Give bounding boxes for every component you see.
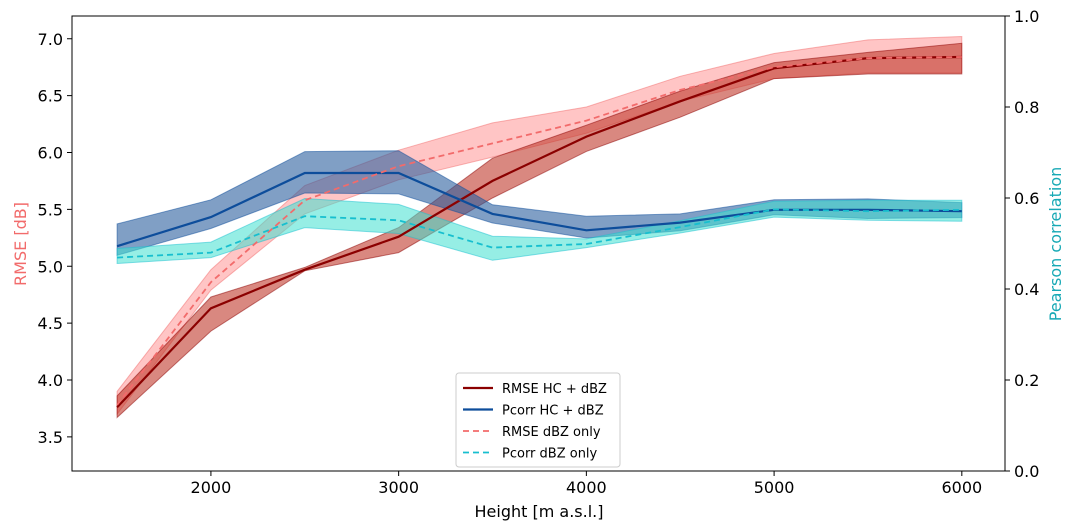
left-y-tick-label: 5.0 bbox=[38, 257, 63, 276]
right-y-tick-label: 0.8 bbox=[1014, 98, 1039, 117]
x-axis-label: Height [m a.s.l.] bbox=[475, 502, 604, 521]
right-y-axis-ticks: 0.0 0.2 0.4 0.6 0.8 1.0 bbox=[1005, 7, 1039, 481]
x-tick-label: 5000 bbox=[754, 478, 795, 497]
series-line-3 bbox=[117, 208, 962, 259]
left-y-tick-label: 4.0 bbox=[38, 371, 63, 390]
left-y-tick-label: 5.5 bbox=[38, 200, 63, 219]
left-y-tick-label: 3.5 bbox=[38, 428, 63, 447]
x-tick-label: 3000 bbox=[378, 478, 419, 497]
left-y-tick-label: 6.5 bbox=[38, 87, 63, 106]
legend-box bbox=[455, 372, 621, 468]
right-y-tick-label: 0.0 bbox=[1014, 462, 1039, 481]
confidence-bands bbox=[116, 35, 963, 419]
series-line-1 bbox=[116, 171, 962, 248]
right-y-tick-label: 0.4 bbox=[1014, 280, 1039, 299]
legend: RMSE HC + dBZ Pcorr HC + dBZ RMSE dBZ only… bbox=[455, 372, 621, 468]
right-y-tick-label: 0.2 bbox=[1014, 371, 1039, 390]
right-y-tick-label: 0.6 bbox=[1014, 189, 1039, 208]
legend-label-3: Pcorr dBZ only bbox=[502, 447, 598, 462]
left-y-axis-label: RMSE [dB] bbox=[11, 202, 30, 286]
right-y-axis-label: Pearson correlation bbox=[1046, 167, 1065, 322]
legend-label-0: RMSE HC + dBZ bbox=[502, 382, 607, 397]
left-y-tick-label: 6.0 bbox=[38, 144, 63, 163]
right-y-tick-label: 1.0 bbox=[1014, 7, 1039, 26]
left-y-tick-label: 7.0 bbox=[38, 30, 63, 49]
series-lines bbox=[116, 55, 962, 409]
x-axis-ticks: 2000 3000 4000 5000 6000 bbox=[191, 471, 982, 497]
legend-label-1: Pcorr HC + dBZ bbox=[502, 404, 604, 419]
x-tick-label: 4000 bbox=[566, 478, 607, 497]
left-y-axis-ticks: 3.5 4.0 4.5 5.0 5.5 6.0 6.5 7.0 bbox=[38, 30, 72, 447]
legend-label-2: RMSE dBZ only bbox=[502, 425, 601, 440]
left-y-tick-label: 4.5 bbox=[38, 314, 63, 333]
plot-area-frame bbox=[71, 15, 1006, 472]
band-3 bbox=[116, 197, 963, 265]
x-tick-label: 6000 bbox=[941, 478, 982, 497]
series-line-2 bbox=[116, 56, 962, 406]
x-tick-label: 2000 bbox=[191, 478, 232, 497]
